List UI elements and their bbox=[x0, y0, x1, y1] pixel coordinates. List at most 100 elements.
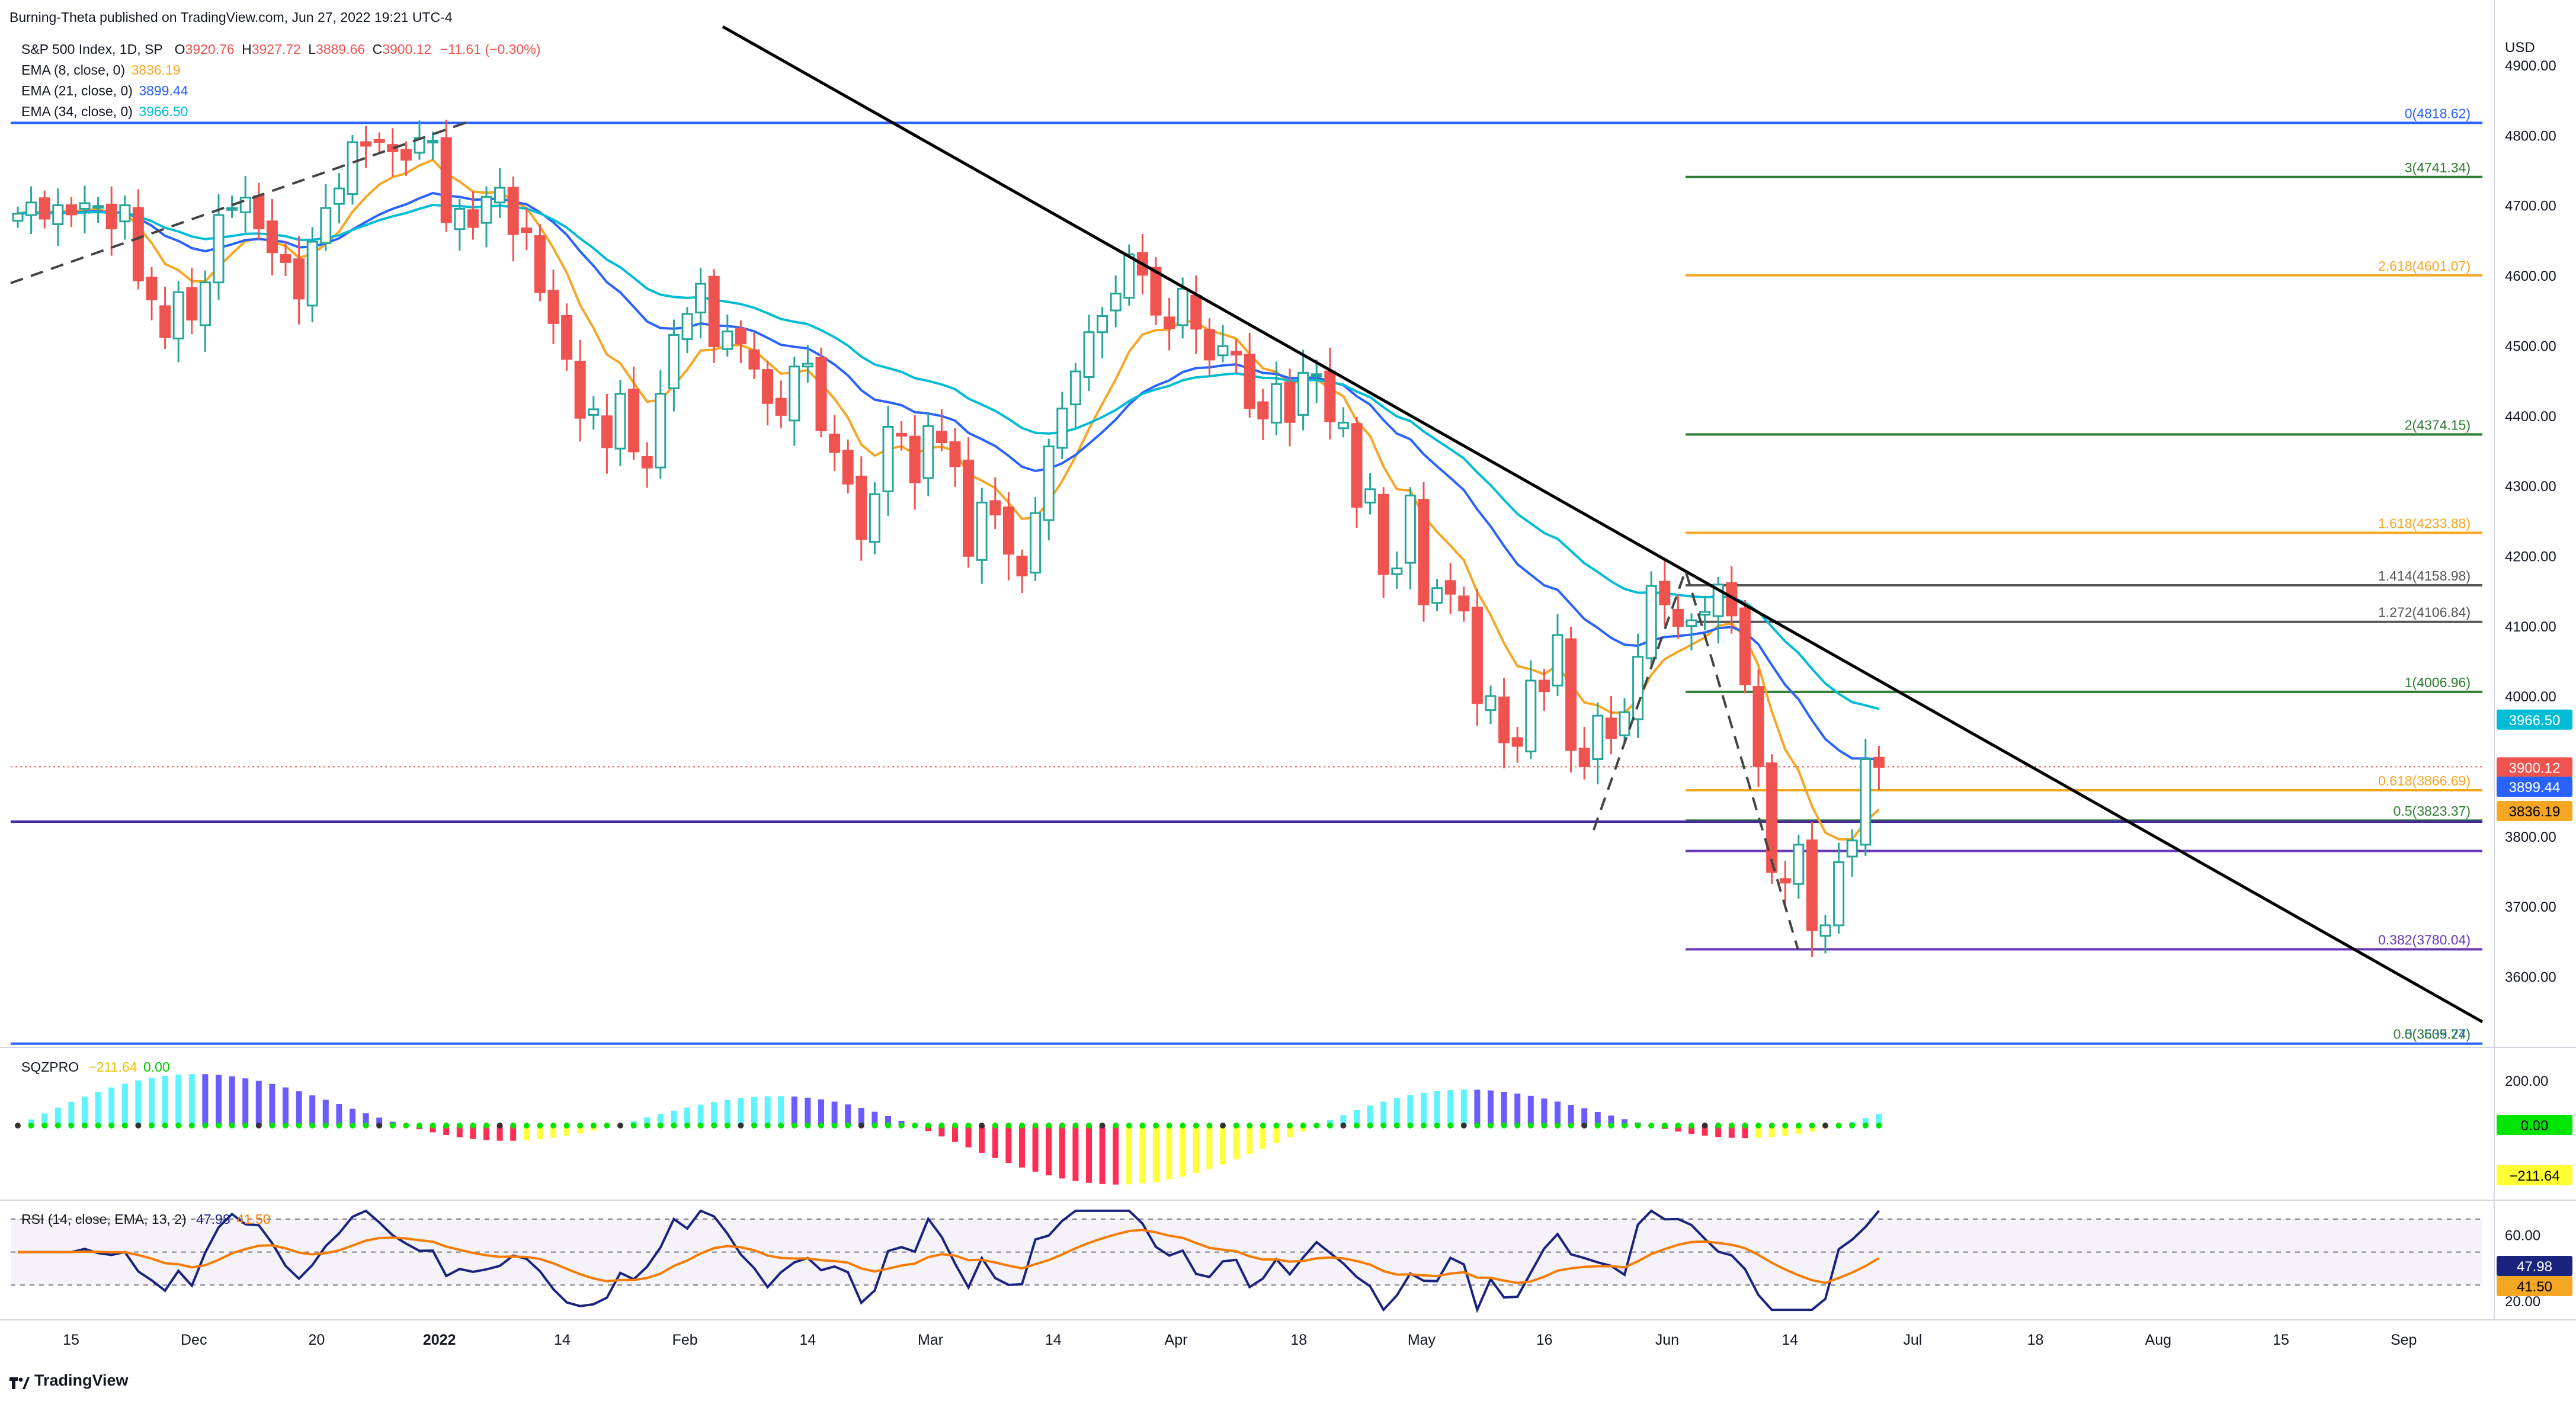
time-tick-label: 18 bbox=[1290, 1332, 1307, 1348]
sqz-bar bbox=[1407, 1095, 1413, 1126]
sqz-dot bbox=[1273, 1123, 1279, 1129]
publisher-line: Burning-Theta published on TradingView.c… bbox=[9, 9, 453, 25]
sqz-dot bbox=[1702, 1123, 1708, 1129]
price-tick-label: 3800.00 bbox=[2505, 829, 2556, 845]
sqz-bar bbox=[1421, 1093, 1427, 1126]
sqz-dot bbox=[1488, 1123, 1494, 1129]
sqz-bar bbox=[1394, 1098, 1400, 1126]
sqz-dot bbox=[1167, 1123, 1172, 1129]
sqz-dot bbox=[229, 1123, 235, 1129]
sqz-bar bbox=[1100, 1126, 1106, 1184]
candle-body bbox=[13, 214, 23, 221]
candle-body bbox=[1379, 495, 1388, 574]
sqz-bar bbox=[1180, 1126, 1186, 1176]
candle-body bbox=[1566, 639, 1576, 750]
ohlc-open: 3920.76 bbox=[185, 41, 235, 57]
candle-body bbox=[1874, 758, 1883, 767]
sqz-bar bbox=[1447, 1090, 1453, 1126]
time-tick-label: Apr bbox=[1165, 1332, 1188, 1348]
ema8-label: EMA (8, close, 0) bbox=[21, 62, 125, 78]
price-tick-label: 4500.00 bbox=[2505, 338, 2556, 354]
candle-body bbox=[562, 316, 572, 359]
sqz-dot bbox=[403, 1123, 409, 1129]
sqz-bar bbox=[1113, 1126, 1119, 1185]
candle-body bbox=[27, 203, 36, 215]
sqz-dot bbox=[1126, 1123, 1132, 1129]
sqz-bar bbox=[778, 1096, 784, 1126]
candle-body bbox=[1071, 371, 1080, 405]
sqz-bar bbox=[966, 1126, 972, 1147]
sqz-dot bbox=[1608, 1123, 1614, 1129]
sqz-dot bbox=[1367, 1123, 1373, 1129]
sqz-dot bbox=[283, 1123, 289, 1129]
sqz-dot bbox=[430, 1123, 436, 1129]
sqz-dot bbox=[122, 1123, 128, 1129]
candle-body bbox=[816, 358, 826, 431]
price-tick-label: 4400.00 bbox=[2505, 409, 2556, 425]
candle-body bbox=[1459, 597, 1469, 611]
time-tick-label: 20 bbox=[309, 1332, 325, 1348]
sqz-bar bbox=[1167, 1126, 1172, 1179]
candle-body bbox=[1579, 749, 1589, 767]
candle-body bbox=[495, 188, 505, 203]
sqz-dot bbox=[269, 1123, 275, 1129]
sqz-dot bbox=[738, 1123, 744, 1129]
sqz-dot bbox=[1100, 1123, 1106, 1129]
sqz-dot bbox=[323, 1123, 329, 1129]
candle-body bbox=[883, 427, 893, 492]
sqz-dot bbox=[1153, 1123, 1159, 1129]
sqz-dot bbox=[82, 1123, 88, 1129]
sqz-bar bbox=[68, 1102, 74, 1126]
fib-level-label: 0.5(3505.24) bbox=[2394, 1027, 2471, 1042]
sqz-dot bbox=[15, 1123, 21, 1129]
sqz-bar bbox=[1220, 1126, 1226, 1165]
time-tick-label: 14 bbox=[1782, 1332, 1798, 1348]
tradingview-logo[interactable]: TradingView bbox=[9, 1371, 129, 1390]
candle-body bbox=[307, 242, 317, 306]
ohlc-high-label: H bbox=[242, 41, 252, 57]
sqz-dot bbox=[1394, 1123, 1400, 1129]
fib-level-label: 1.414(4158.98) bbox=[2378, 568, 2471, 584]
candle-body bbox=[1058, 409, 1067, 448]
candle-body bbox=[40, 198, 49, 219]
candle-body bbox=[1004, 508, 1013, 554]
sqz-dot bbox=[872, 1123, 877, 1129]
sqz-dot bbox=[818, 1123, 824, 1129]
sqz-label: SQZPRO bbox=[21, 1059, 79, 1075]
sqz-bar bbox=[698, 1105, 704, 1126]
candle-body bbox=[910, 437, 919, 482]
candle-body bbox=[1312, 374, 1321, 376]
candle-body bbox=[803, 364, 812, 367]
sqz-dot bbox=[1595, 1123, 1601, 1129]
price-tick-label: 4300.00 bbox=[2505, 479, 2556, 495]
price-tick-label: 4200.00 bbox=[2505, 549, 2556, 565]
price-tick-label: 4100.00 bbox=[2505, 619, 2556, 635]
candle-body bbox=[241, 198, 250, 213]
fib-level-label: 2(4374.15) bbox=[2405, 417, 2471, 432]
candle-body bbox=[1285, 383, 1295, 422]
fib-level-label: 0.5(3823.37) bbox=[2394, 803, 2471, 819]
sqz-bar bbox=[1019, 1126, 1025, 1168]
price-badge: 3966.50 bbox=[2509, 713, 2561, 729]
time-tick-label: Jun bbox=[1655, 1332, 1679, 1348]
sqz-dot bbox=[751, 1123, 757, 1129]
candle-body bbox=[1673, 610, 1683, 626]
candle-body bbox=[1700, 612, 1710, 615]
price-axis-currency: USD bbox=[2505, 40, 2535, 56]
candle-body bbox=[133, 208, 143, 280]
sqz-dot bbox=[497, 1123, 503, 1129]
candle-body bbox=[709, 277, 719, 346]
candle-body bbox=[723, 332, 732, 350]
sqz-bar bbox=[175, 1075, 181, 1126]
candle-body bbox=[763, 370, 773, 403]
sqz-dot bbox=[108, 1123, 114, 1129]
axes: USD4900.004800.004700.004600.004500.0044… bbox=[63, 40, 2572, 1348]
candle-body bbox=[348, 142, 357, 194]
candle-body bbox=[991, 501, 1000, 514]
sqz-dot bbox=[1689, 1123, 1694, 1129]
sqz-bar bbox=[832, 1102, 838, 1126]
candle-body bbox=[1098, 316, 1107, 332]
fib-level-label: 1.272(4106.84) bbox=[2378, 605, 2471, 620]
